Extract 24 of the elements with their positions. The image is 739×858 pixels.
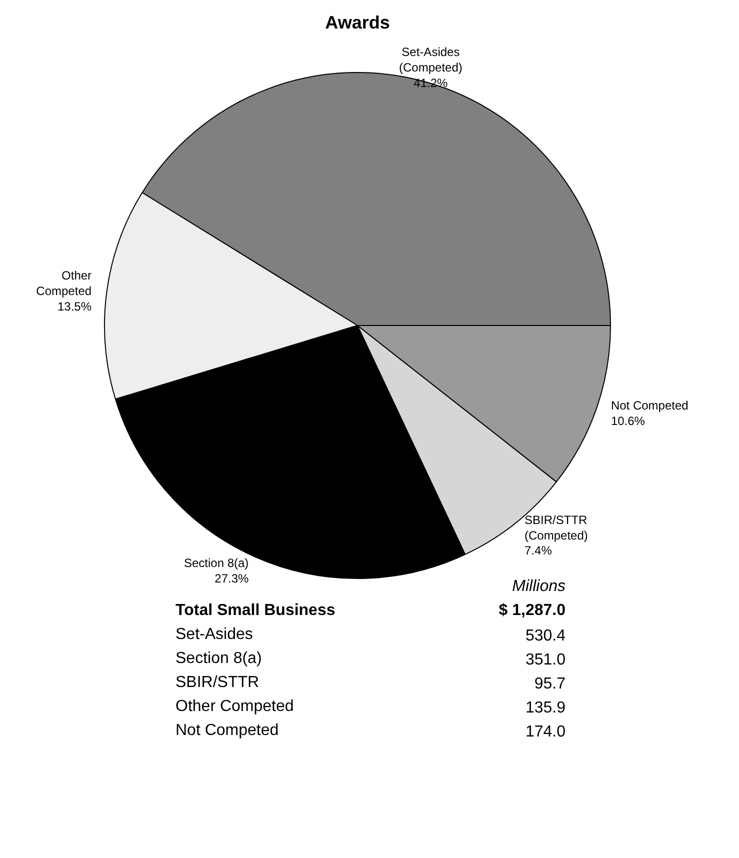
text: 174.0	[525, 724, 566, 740]
text: Other Competed	[176, 698, 294, 715]
text: Not Competed	[176, 722, 279, 739]
text: SBIR/STTR	[176, 674, 260, 691]
slice-label: Not Competed	[610, 398, 688, 412]
slice-label: Section 8(a)	[176, 650, 262, 667]
slice-label: Other Competed	[36, 268, 92, 298]
data-label: 27.3%	[214, 571, 250, 586]
text: Set-Asides	[176, 626, 253, 643]
chart-title: Awards	[325, 12, 390, 32]
text: 135.9	[525, 700, 566, 716]
slice-label: Section 8(a)	[184, 556, 249, 570]
data-label: 10.6%	[610, 414, 646, 428]
slice-label: Set-Asides (Competed)	[399, 45, 462, 75]
text: $ 1,287.0	[498, 602, 566, 619]
slice-label: SBIR/STTR (Competed)	[524, 512, 588, 542]
text: Millions	[512, 578, 566, 595]
text: 351.0	[525, 652, 566, 668]
text: Total Small Business	[176, 602, 336, 619]
data-label: 13.5%	[58, 299, 92, 314]
text: 95.7	[534, 676, 566, 692]
data-label: 7.4%	[524, 544, 552, 558]
data-label: 41.2%	[414, 76, 448, 90]
text: 530.4	[525, 628, 566, 644]
